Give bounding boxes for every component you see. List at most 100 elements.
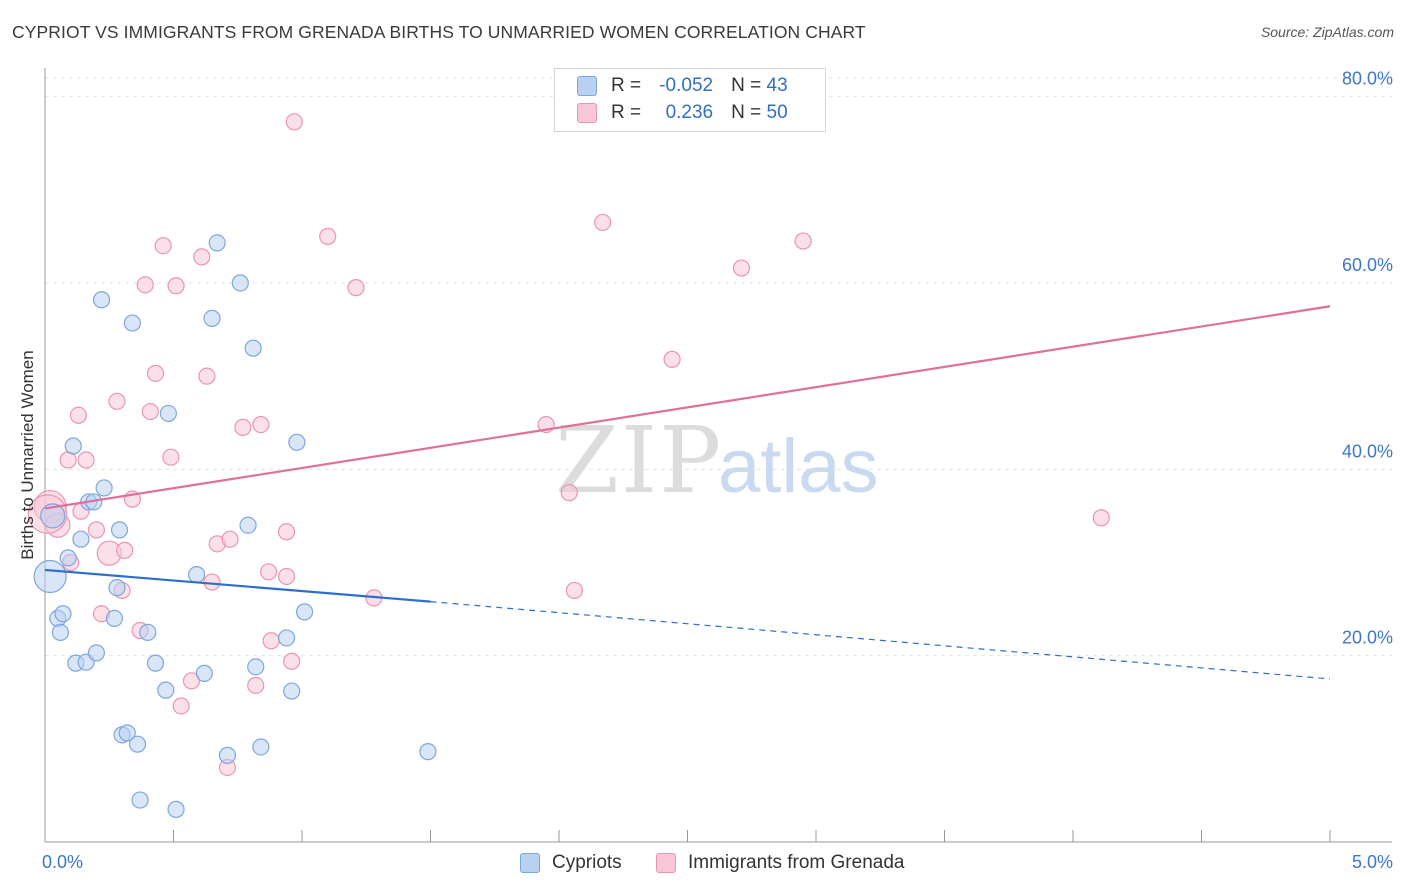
data-point <box>167 277 185 295</box>
data-point <box>663 350 681 368</box>
data-point <box>159 404 177 423</box>
series-cypriots-points <box>33 234 437 818</box>
data-point <box>182 672 201 690</box>
x-tick-label-max: 5.0% <box>1352 852 1393 872</box>
r-value-grenada: 0.236 <box>665 102 714 123</box>
watermark-atlas: atlas <box>718 424 879 509</box>
data-point <box>110 521 129 539</box>
data-point <box>128 735 147 753</box>
data-point <box>285 113 303 131</box>
data-point <box>72 530 90 548</box>
n-label: N = <box>731 75 762 96</box>
data-point <box>77 451 95 469</box>
data-point <box>231 274 249 292</box>
data-point <box>95 479 113 497</box>
data-point <box>239 516 257 534</box>
data-point <box>732 259 751 277</box>
data-point <box>141 402 159 421</box>
legend-swatch-blue <box>520 853 540 873</box>
data-point <box>167 800 185 818</box>
data-point <box>259 563 278 581</box>
data-point <box>283 652 301 670</box>
r-value-cypriots: -0.052 <box>659 75 714 96</box>
data-point <box>295 603 314 621</box>
data-point <box>244 339 262 357</box>
data-point <box>193 248 211 266</box>
data-point <box>252 738 270 756</box>
tick-labels: 20.0% 40.0% 60.0% 80.0% 0.0% 5.0% <box>42 69 1393 872</box>
data-point <box>198 367 216 385</box>
legend-row-cypriots: R = -0.052 N = 43 <box>577 73 806 99</box>
trend-line-grenada <box>44 305 1331 510</box>
data-point <box>87 644 106 662</box>
y-tick-label: 80.0% <box>1342 69 1393 89</box>
data-point <box>123 314 141 332</box>
data-point <box>154 237 172 255</box>
data-point <box>247 676 265 695</box>
y-tick-label: 40.0% <box>1342 441 1393 461</box>
series-legend: Cypriots Immigrants from Grenada <box>0 852 1406 878</box>
y-tick-label: 60.0% <box>1342 255 1393 275</box>
x-tick-label-min: 0.0% <box>42 852 83 872</box>
data-point <box>794 232 812 250</box>
data-point <box>162 448 180 466</box>
data-point <box>208 234 226 252</box>
data-point <box>188 565 206 584</box>
data-point <box>262 632 280 650</box>
legend-swatch-blue <box>577 76 597 96</box>
data-point <box>131 791 149 809</box>
data-point <box>146 364 165 382</box>
data-point <box>203 573 221 591</box>
data-point <box>59 549 77 567</box>
data-point <box>54 605 72 623</box>
legend-item-cypriots: Cypriots <box>520 852 622 874</box>
data-point <box>1092 509 1110 527</box>
data-point <box>108 392 126 410</box>
chart-title: CYPRIOT VS IMMIGRANTS FROM GRENADA BIRTH… <box>12 22 866 42</box>
stats-legend: R = -0.052 N = 43 R = 0.236 N = 50 <box>554 68 826 132</box>
legend-swatch-pink <box>577 103 597 123</box>
data-point <box>218 746 237 764</box>
data-point <box>319 227 337 245</box>
trend-lines <box>44 305 1331 680</box>
y-tick-label: 20.0% <box>1342 628 1393 648</box>
data-point <box>277 567 296 586</box>
legend-item-grenada: Immigrants from Grenada <box>656 852 904 874</box>
data-point <box>234 418 252 436</box>
n-value-cypriots: 43 <box>766 75 788 96</box>
r-label: R = <box>611 75 642 96</box>
legend-label-cypriots: Cypriots <box>552 852 622 873</box>
data-point <box>139 623 157 641</box>
data-point <box>64 437 82 455</box>
data-point <box>283 682 301 700</box>
n-value-grenada: 50 <box>766 102 788 123</box>
data-point <box>252 415 270 434</box>
data-point <box>108 579 126 597</box>
source-label: Source: ZipAtlas.com <box>1260 24 1394 40</box>
data-point <box>116 541 134 559</box>
y-axis-label: Births to Unmarried Women <box>18 350 37 559</box>
data-point <box>277 523 296 541</box>
grid-lines <box>45 77 1392 657</box>
data-point <box>277 629 296 647</box>
data-point <box>51 623 70 641</box>
data-point <box>172 697 190 715</box>
legend-swatch-pink <box>656 853 676 873</box>
axes <box>44 68 1392 843</box>
data-point <box>195 664 213 682</box>
data-point <box>118 724 136 742</box>
data-point <box>247 658 265 676</box>
data-point <box>203 309 221 327</box>
data-point <box>33 559 67 594</box>
data-point <box>347 279 365 297</box>
data-point <box>221 530 239 548</box>
data-point <box>419 743 437 761</box>
data-point <box>69 406 88 424</box>
watermark-zip: ZIP <box>555 407 723 514</box>
data-point <box>136 276 154 294</box>
data-point <box>92 291 111 309</box>
data-point <box>87 521 106 539</box>
data-point <box>560 484 578 502</box>
trend-line-cypriots <box>44 568 431 603</box>
